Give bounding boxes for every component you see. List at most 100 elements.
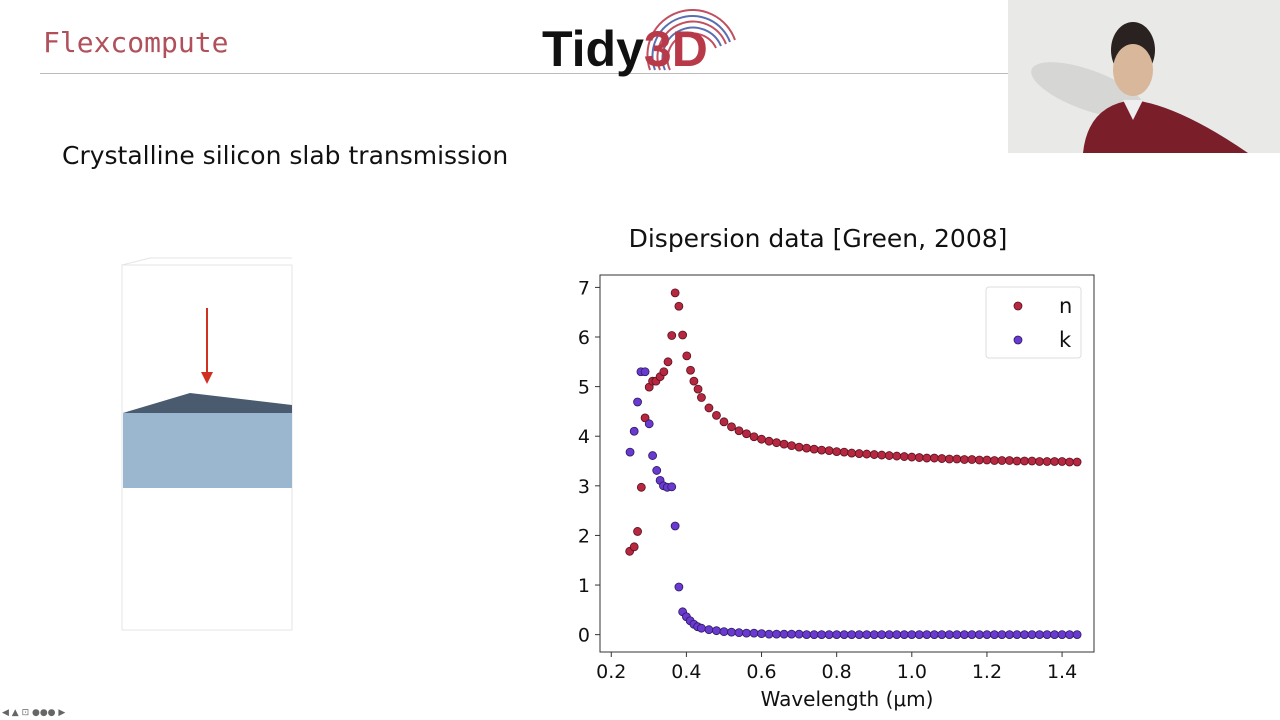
data-point-n: [869, 450, 879, 459]
data-point-k: [847, 630, 857, 640]
data-point-n: [772, 438, 781, 448]
data-point-n: [633, 527, 642, 536]
data-point-n: [1042, 457, 1052, 466]
data-point-k: [937, 630, 947, 640]
data-point-n: [922, 453, 932, 463]
data-point-n: [794, 442, 804, 452]
data-point-n: [678, 330, 688, 340]
data-point-n: [1005, 456, 1014, 465]
legend-label-n: n: [1059, 294, 1072, 318]
data-point-k: [982, 630, 992, 640]
data-point-k: [877, 630, 887, 640]
data-point-k: [809, 630, 819, 640]
data-point-k: [787, 629, 796, 639]
data-point-k: [817, 630, 827, 640]
data-point-k: [929, 630, 939, 640]
data-point-k: [832, 630, 842, 640]
x-tick-label: 1.2: [972, 661, 1002, 683]
data-point-k: [824, 630, 834, 640]
data-point-n: [667, 331, 677, 340]
data-point-n: [824, 446, 834, 456]
x-tick-label: 1.4: [1047, 661, 1077, 683]
data-point-k: [922, 630, 932, 640]
data-point-n: [1020, 456, 1029, 466]
data-point-n: [742, 429, 751, 439]
data-point-k: [802, 630, 812, 640]
data-point-n: [990, 456, 999, 465]
data-point-n: [847, 448, 857, 458]
data-point-k: [640, 367, 650, 377]
data-point-k: [1050, 630, 1059, 640]
data-point-k: [629, 426, 639, 436]
data-point-k: [779, 629, 789, 639]
y-tick-label: 1: [578, 575, 590, 597]
data-point-n: [697, 393, 706, 402]
legend-marker-n: [1013, 301, 1023, 311]
y-tick-label: 2: [578, 525, 590, 547]
presenter-video-icon: [1031, 22, 1248, 153]
data-point-n: [787, 441, 796, 451]
y-tick-label: 0: [578, 625, 590, 647]
data-point-k: [975, 630, 984, 640]
data-point-k: [633, 397, 642, 407]
y-tick-label: 7: [578, 277, 590, 299]
data-point-k: [742, 628, 751, 638]
data-point-k: [907, 630, 917, 640]
legend-marker-k: [1013, 335, 1023, 345]
data-point-n: [674, 301, 684, 311]
data-point-n: [937, 454, 947, 463]
data-point-n: [877, 450, 887, 460]
data-point-n: [1057, 457, 1067, 466]
data-point-n: [1072, 457, 1082, 467]
data-point-n: [1027, 456, 1037, 466]
data-point-n: [712, 410, 721, 420]
data-point-n: [967, 455, 977, 464]
data-point-k: [749, 628, 759, 638]
data-point-k: [1057, 630, 1067, 640]
data-point-k: [1042, 630, 1052, 640]
data-point-n: [952, 454, 962, 464]
data-point-k: [952, 630, 962, 640]
data-point-k: [652, 466, 662, 475]
data-point-n: [1035, 457, 1044, 466]
data-point-n: [670, 288, 680, 298]
data-point-n: [659, 367, 669, 377]
data-point-n: [663, 357, 673, 367]
data-point-k: [734, 628, 744, 638]
data-point-k: [914, 630, 924, 640]
x-tick-label: 1.0: [897, 661, 927, 683]
data-point-n: [809, 444, 819, 454]
data-point-n: [727, 422, 736, 432]
data-point-k: [944, 630, 954, 640]
data-point-k: [704, 625, 714, 635]
data-point-n: [1012, 456, 1022, 466]
y-tick-label: 5: [578, 377, 590, 399]
data-point-k: [884, 630, 894, 640]
data-point-k: [892, 630, 902, 640]
data-point-k: [625, 447, 635, 457]
player-controls[interactable]: ◀ ▲ ⊡ ●●● ▶: [2, 708, 66, 718]
data-point-n: [854, 449, 864, 458]
data-point-k: [997, 630, 1007, 640]
plot-frame: [599, 274, 1095, 653]
data-point-n: [749, 432, 759, 442]
data-point-k: [869, 630, 879, 640]
x-tick-label: 0.6: [746, 661, 776, 683]
x-tick-label: 0.8: [822, 661, 852, 683]
x-tick-label: 0.4: [671, 661, 701, 683]
data-point-n: [817, 445, 827, 455]
brand-name: Flexcompute: [43, 26, 229, 59]
slide-title: Crystalline silicon slab transmission: [62, 141, 509, 170]
y-tick-label: 3: [578, 476, 590, 498]
data-point-n: [832, 447, 842, 456]
data-point-n: [914, 453, 924, 462]
data-point-k: [854, 630, 864, 640]
silicon-slab-illustration: [121, 257, 293, 631]
data-point-k: [644, 419, 654, 429]
data-point-n: [944, 454, 954, 464]
tidy3d-logo: Tidy3D: [542, 8, 736, 77]
header-divider: [40, 73, 1008, 74]
data-point-k: [794, 629, 804, 639]
chart-title: Dispersion data [Green, 2008]: [628, 224, 1008, 253]
